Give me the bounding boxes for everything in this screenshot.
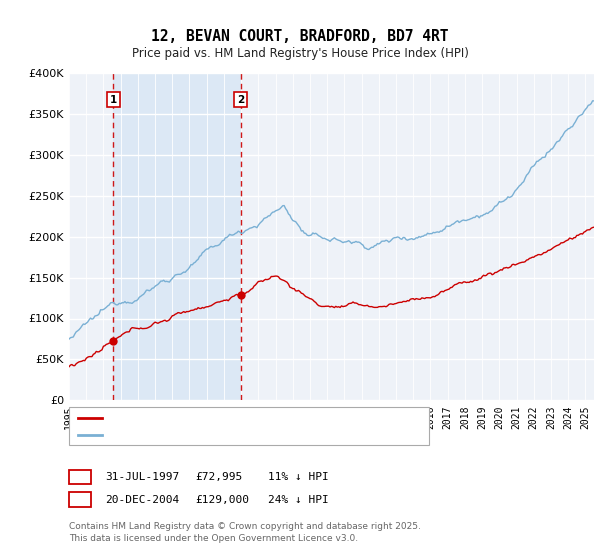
Text: 12, BEVAN COURT, BRADFORD, BD7 4RT: 12, BEVAN COURT, BRADFORD, BD7 4RT (151, 29, 449, 44)
Text: 1: 1 (76, 472, 83, 482)
Text: £129,000: £129,000 (196, 494, 250, 505)
Text: Contains HM Land Registry data © Crown copyright and database right 2025.
This d: Contains HM Land Registry data © Crown c… (69, 522, 421, 543)
Text: 12, BEVAN COURT, BRADFORD, BD7 4RT (detached house): 12, BEVAN COURT, BRADFORD, BD7 4RT (deta… (108, 413, 413, 423)
Text: £72,995: £72,995 (196, 472, 243, 482)
Text: 2: 2 (237, 95, 244, 105)
Text: Price paid vs. HM Land Registry's House Price Index (HPI): Price paid vs. HM Land Registry's House … (131, 46, 469, 60)
Text: 11% ↓ HPI: 11% ↓ HPI (268, 472, 328, 482)
Text: HPI: Average price, detached house, Bradford: HPI: Average price, detached house, Brad… (108, 430, 346, 440)
Text: 1: 1 (110, 95, 117, 105)
Text: 2: 2 (76, 494, 83, 505)
Text: 24% ↓ HPI: 24% ↓ HPI (268, 494, 328, 505)
Text: 20-DEC-2004: 20-DEC-2004 (106, 494, 180, 505)
Text: 31-JUL-1997: 31-JUL-1997 (106, 472, 180, 482)
Bar (113, 73, 241, 400)
